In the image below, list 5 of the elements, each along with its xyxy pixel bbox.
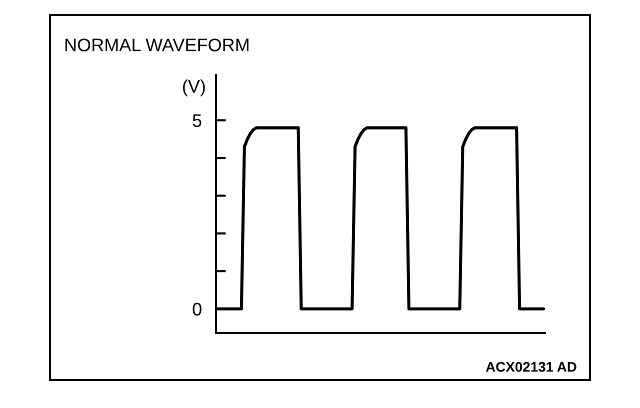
text: ACX02131 AD [486,362,576,372]
chart-title: NORMAL WAVEFORM [65,38,248,52]
y-axis-title: (V) [183,79,205,96]
y-tick-label: 0 [192,302,202,316]
y-tick-label: 5 [192,114,202,127]
